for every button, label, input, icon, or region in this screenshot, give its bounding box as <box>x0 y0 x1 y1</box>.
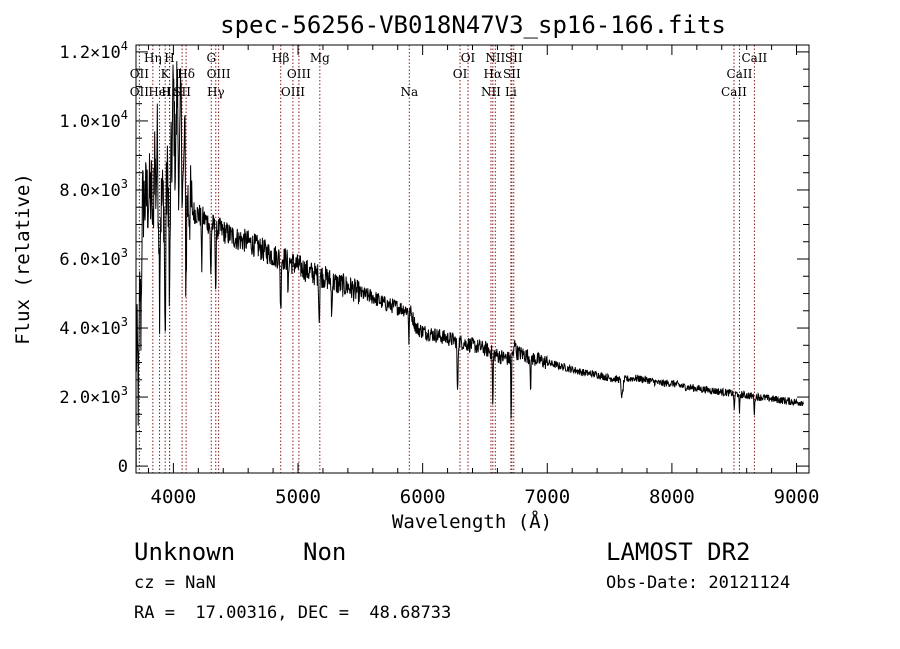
y-tick-label: 1.2×104 <box>59 39 128 63</box>
line-marker-label: H <box>164 51 174 65</box>
x-axis-label: Wavelength (Å) <box>392 510 552 533</box>
x-tick-label: 7000 <box>524 486 570 508</box>
plot-frame <box>135 44 810 474</box>
x-tick-label: 8000 <box>649 486 695 508</box>
line-marker-label: OIII <box>287 67 311 81</box>
coordinates: RA = 17.00316, DEC = 48.68733 <box>134 603 452 623</box>
line-marker-label: HeI <box>148 85 171 99</box>
line-marker-label: OI <box>461 51 476 65</box>
line-marker-label: Li <box>505 85 517 99</box>
line-marker-label: Na <box>400 85 418 99</box>
line-marker-label: K <box>161 67 171 81</box>
x-tick-label: 4000 <box>151 486 197 508</box>
line-marker-label: OI <box>453 67 468 81</box>
line-marker-label: OII <box>130 85 150 99</box>
y-tick-label: 1.0×104 <box>59 108 128 132</box>
line-marker-label: SII <box>173 85 191 99</box>
y-axis-label: Flux (relative) <box>12 173 34 345</box>
line-marker-label: Mg <box>310 51 330 65</box>
line-marker-label: Hγ <box>207 85 225 99</box>
line-marker-label: CaII <box>727 67 753 81</box>
line-marker-label: CaII <box>741 51 767 65</box>
y-tick-label: 8.0×103 <box>59 177 128 201</box>
y-tick-label: 4.0×103 <box>59 315 128 339</box>
line-marker-label: Hβ <box>272 51 289 65</box>
line-marker-label: Hδ <box>177 67 195 81</box>
line-marker-label: G <box>206 51 216 65</box>
redshift-value: cz = NaN <box>134 573 216 593</box>
y-tick-label: 2.0×103 <box>59 384 128 408</box>
line-marker-label: NII <box>481 85 501 99</box>
line-markers <box>138 45 755 473</box>
survey-name: LAMOST DR2 <box>606 538 751 566</box>
line-marker-label: NII <box>485 51 505 65</box>
x-tick-label: 9000 <box>774 486 820 508</box>
axes: 4000 5000 6000 7000 8000 9000 0 2.0×103 4.0×103 6… <box>59 39 819 508</box>
line-marker-label: OII <box>130 67 150 81</box>
line-marker-labels: OIIOIIHηHeIKHHεSIIHδGHγOIIIHβOIIIOIIIMgN… <box>130 51 768 99</box>
line-marker-label: Hη <box>144 51 162 65</box>
line-marker-label: SII <box>505 51 523 65</box>
line-marker-label: OIII <box>281 85 305 99</box>
y-tick-label: 0 <box>118 457 128 477</box>
chart-title: spec-56256-VB018N47V3_sp16-166.fits <box>220 11 726 39</box>
object-class: Unknown <box>134 538 236 566</box>
line-marker-label: OIII <box>207 67 231 81</box>
line-marker-label: SII <box>503 67 521 81</box>
line-marker-label: Hα <box>484 67 503 81</box>
x-tick-label: 6000 <box>400 486 446 508</box>
object-subclass: Non <box>303 538 347 566</box>
x-tick-label: 5000 <box>275 486 321 508</box>
obs-date: Obs-Date: 20121124 <box>606 573 791 593</box>
line-marker-label: CaII <box>721 85 747 99</box>
y-tick-label: 6.0×103 <box>59 246 128 270</box>
spectrum-line <box>135 61 804 467</box>
